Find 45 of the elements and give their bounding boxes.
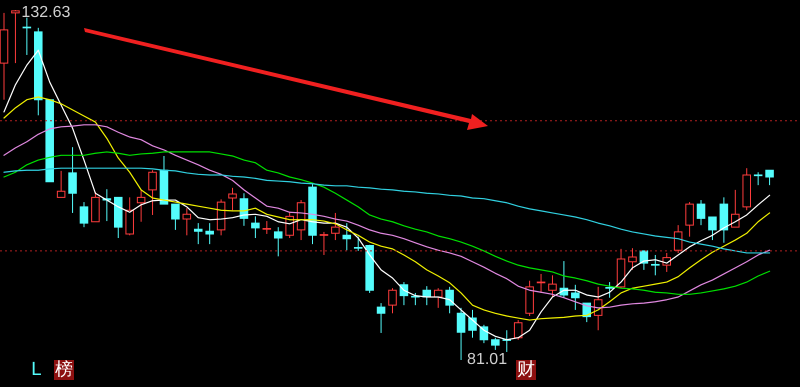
candlestick: [696, 200, 706, 226]
candlestick: [262, 220, 272, 234]
annotation: 81.01: [467, 351, 508, 368]
candlestick: [274, 226, 283, 257]
candlestick: [376, 302, 386, 334]
candlestick: [548, 274, 557, 298]
candlestick: [674, 224, 682, 254]
candlestick: [205, 222, 214, 245]
candlestick: [80, 202, 88, 228]
annotation: 财: [516, 359, 536, 380]
candlestick: [708, 216, 717, 241]
candlestick: [536, 273, 546, 294]
candlestick: [251, 216, 260, 239]
annotation: 132.63: [21, 4, 70, 21]
candlestick: [11, 10, 20, 64]
candlestick: [388, 288, 397, 314]
candlestick: [331, 212, 340, 241]
candlestick: [514, 320, 522, 340]
candlestick: [125, 196, 134, 236]
candlestick: [571, 284, 580, 310]
candlestick: [754, 172, 762, 186]
candlestick: [445, 286, 454, 314]
candlestick: [468, 309, 477, 338]
candlestick: [685, 202, 694, 238]
annotation: L: [30, 359, 42, 380]
candlestick: [22, 17, 32, 56]
candlestick: [354, 236, 362, 252]
candlestick: [194, 222, 203, 245]
candlestick: [320, 231, 328, 256]
candlestick: [68, 146, 77, 214]
candlestick: [342, 222, 352, 251]
candlestick: [240, 192, 248, 226]
candlestick: [765, 170, 774, 186]
candlestick: [456, 307, 466, 360]
candlestick: [182, 208, 192, 236]
candlestick: [628, 248, 637, 270]
candlestick: [491, 337, 500, 350]
candlestick: [56, 170, 66, 198]
candlestick: [434, 288, 442, 308]
candlestick: [171, 204, 180, 230]
candlestick: [651, 254, 660, 276]
candlestick: [136, 189, 146, 222]
candlestick: [228, 187, 237, 211]
annotation: 榜: [54, 359, 74, 380]
candlestick: [148, 170, 157, 216]
